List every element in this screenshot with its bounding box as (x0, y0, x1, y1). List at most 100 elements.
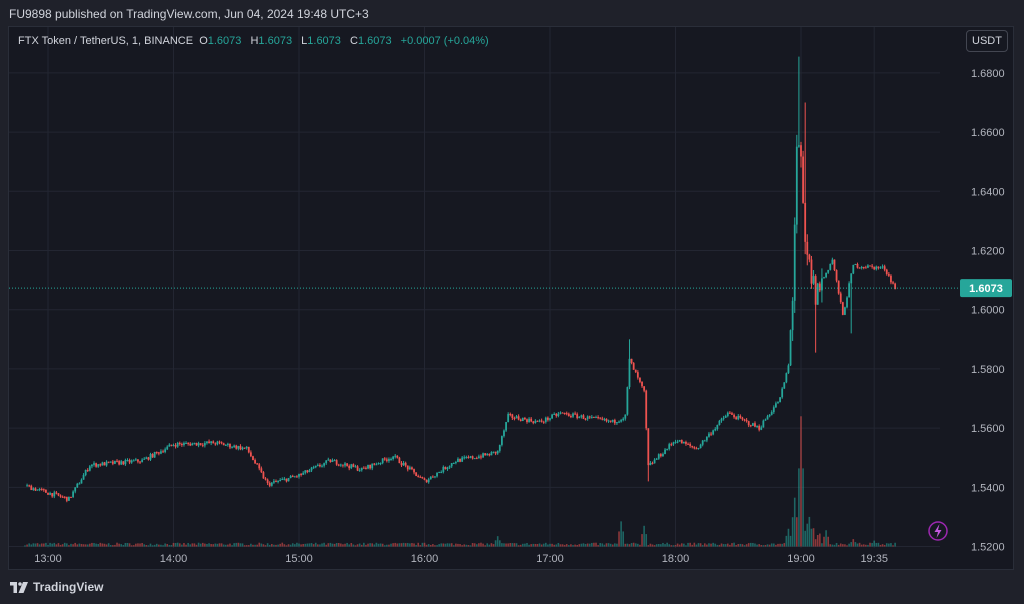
volume-bar (135, 543, 137, 547)
volume-bar (346, 542, 348, 547)
volume-bar (245, 545, 248, 547)
candle-body (593, 416, 595, 418)
candle-body (390, 459, 392, 461)
candle-body (57, 493, 60, 496)
candle-body (174, 445, 177, 447)
candle-body (51, 493, 54, 497)
candle-body (835, 270, 838, 281)
currency-button[interactable]: USDT (966, 30, 1008, 52)
volume-bar (773, 543, 775, 547)
volume-bar (894, 542, 896, 547)
candle-body (356, 466, 359, 471)
volume-bar (599, 543, 601, 547)
volume-bar (522, 543, 524, 547)
volume-bar (145, 545, 148, 547)
volume-bar (404, 543, 407, 547)
symbol-name[interactable]: FTX Token / TetherUS, 1, BINANCE (18, 35, 194, 47)
candle-body (507, 414, 510, 423)
candle-body (823, 277, 825, 279)
candle-body (877, 266, 880, 268)
volume-bar (848, 543, 850, 547)
volume-bar (846, 545, 848, 547)
volume-bar (839, 543, 842, 547)
volume-bar (398, 543, 401, 547)
tradingview-footer[interactable]: TradingView (10, 580, 103, 594)
candle-body (795, 146, 798, 225)
candle-body (450, 463, 453, 467)
volume-bar (607, 543, 610, 547)
volume-bar (722, 544, 725, 547)
candle-body (664, 449, 666, 455)
volume-bar (277, 544, 279, 547)
last-price-label: 1.6073 (969, 283, 1003, 295)
volume-bar (36, 543, 39, 547)
candle-body (180, 444, 183, 446)
candle-body (858, 267, 861, 269)
volume-bar (84, 544, 87, 547)
candle-body (693, 447, 696, 449)
legend-open-label: O (199, 35, 208, 47)
volume-bar (417, 542, 420, 547)
candle-body (185, 442, 187, 444)
candle-body (444, 466, 447, 470)
volume-bar (842, 544, 844, 547)
volume-bar (674, 545, 677, 547)
volume-bar (785, 535, 788, 547)
volume-bar (796, 517, 798, 547)
volume-bar (639, 544, 641, 547)
candle-body (601, 418, 604, 420)
candle-body (812, 276, 815, 284)
candle-body (103, 462, 106, 466)
candle-body (624, 414, 627, 419)
volume-bar (787, 528, 790, 547)
candle-body (513, 417, 516, 419)
volume-bar (440, 543, 443, 547)
volume-bar (680, 543, 683, 547)
candle-body (653, 459, 656, 464)
volume-bar (298, 543, 300, 547)
candle-body (798, 145, 800, 147)
candle-body (844, 307, 846, 315)
candle-body (126, 459, 129, 461)
volume-bar (505, 543, 507, 547)
volume-bar (789, 535, 792, 547)
volume-bar (109, 545, 112, 547)
volume-bar (99, 542, 102, 547)
candle-body (668, 444, 671, 449)
volume-bar (231, 545, 233, 547)
candle-body (733, 414, 735, 418)
volume-bar (584, 544, 587, 547)
candle-body (400, 463, 403, 466)
candle-body (70, 496, 72, 498)
candle-body (724, 415, 727, 418)
volume-bar (112, 545, 114, 547)
volume-bar (248, 545, 250, 547)
volume-bar (530, 544, 532, 547)
lightning-icon[interactable] (928, 521, 948, 541)
volume-bar (327, 543, 330, 547)
volume-bar (695, 544, 698, 547)
candle-body (641, 381, 643, 387)
volume-bar (118, 543, 120, 547)
candle-body (118, 461, 121, 465)
volume-bar (55, 544, 58, 547)
volume-bar (664, 544, 666, 547)
volume-bar (423, 542, 426, 547)
candle-body (235, 445, 238, 449)
x-tick-label: 15:00 (285, 553, 313, 565)
volume-bar (710, 543, 712, 547)
volume-bar (43, 543, 45, 547)
candle-body (649, 462, 652, 466)
candle-body (61, 496, 64, 498)
volume-bar (465, 544, 468, 547)
volume-bar (869, 542, 871, 547)
volume-bar (528, 544, 530, 547)
volume-bar (641, 534, 643, 547)
volume-bar (844, 544, 846, 547)
candle-body (128, 459, 131, 463)
volume-bar (875, 542, 878, 547)
candle-body (86, 469, 89, 471)
volume-bar (178, 543, 181, 547)
candle-body (620, 420, 623, 422)
